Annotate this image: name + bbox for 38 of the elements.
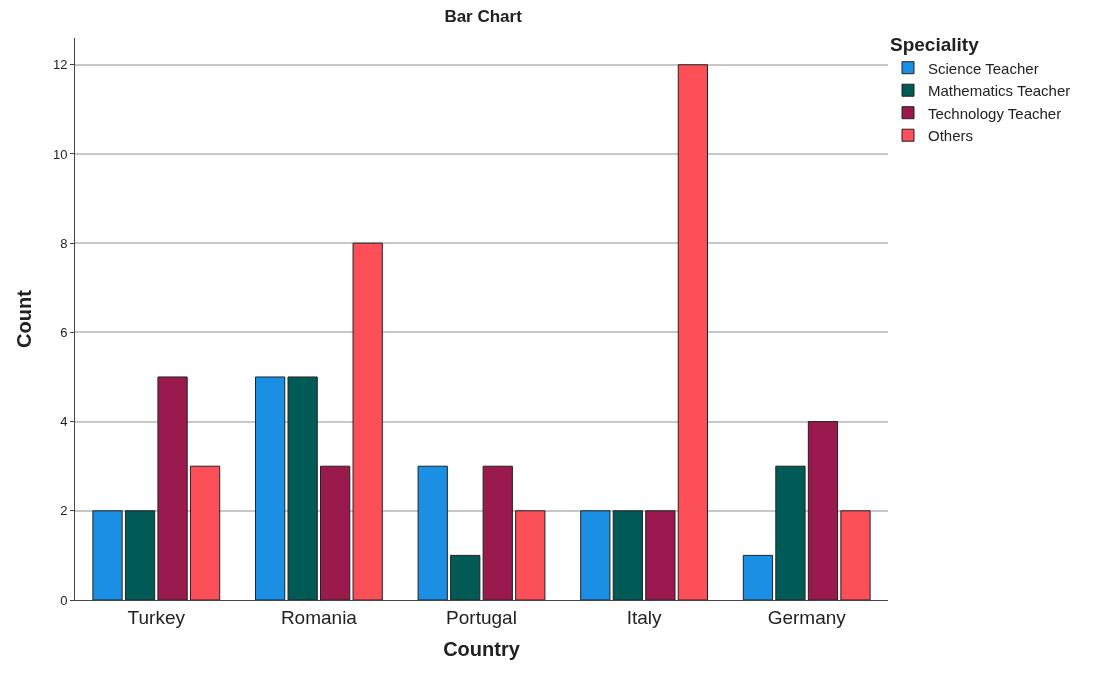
bar xyxy=(580,510,611,600)
bar xyxy=(287,376,318,600)
bar xyxy=(645,510,676,600)
bar xyxy=(352,242,383,600)
x-tick-label: Romania xyxy=(280,606,358,628)
bar xyxy=(775,465,806,600)
bar xyxy=(157,376,188,600)
bar xyxy=(840,510,871,600)
bar xyxy=(417,465,448,600)
bar xyxy=(254,376,286,600)
x-tick-label: Italy xyxy=(626,606,663,628)
bar xyxy=(612,510,643,600)
bar xyxy=(92,510,123,600)
y-tick-label: 6 xyxy=(60,324,68,340)
legend-label: Technology Teacher xyxy=(928,104,1062,122)
legend-label: Science Teacher xyxy=(928,59,1039,77)
bar xyxy=(677,64,709,600)
legend-title: Speciality xyxy=(890,34,980,56)
x-tick-label: Turkey xyxy=(127,606,186,628)
legend-label: Others xyxy=(928,127,974,145)
x-axis-title: Country xyxy=(443,638,521,661)
y-tick-label: 10 xyxy=(52,146,68,162)
x-tick-label: Germany xyxy=(767,606,847,628)
y-tick-label: 4 xyxy=(60,414,68,430)
bar xyxy=(189,465,221,600)
bar xyxy=(807,421,839,600)
y-tick-label: 0 xyxy=(60,592,68,608)
bar xyxy=(515,510,546,600)
bar xyxy=(124,510,156,600)
y-tick-label: 12 xyxy=(52,57,68,73)
bar xyxy=(742,554,774,600)
x-tick-label: Portugal xyxy=(446,606,517,628)
chart-title: Bar Chart xyxy=(444,7,523,27)
y-tick-label: 8 xyxy=(60,235,68,251)
bar xyxy=(320,465,351,600)
y-axis-title: Count xyxy=(13,289,36,348)
y-tick-label: 2 xyxy=(60,503,68,519)
legend-label: Mathematics Teacher xyxy=(928,82,1071,100)
